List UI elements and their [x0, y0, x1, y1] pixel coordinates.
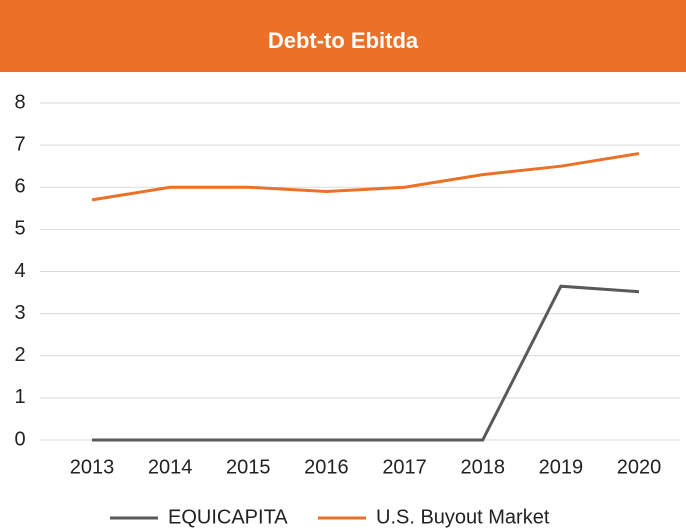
x-tick-label: 2017: [382, 456, 427, 478]
series-line: [91, 152, 640, 202]
y-tick-label: 0: [14, 428, 25, 450]
y-tick-label: 5: [14, 218, 25, 240]
legend-label: U.S. Buyout Market: [376, 506, 550, 528]
x-tick-label: 2018: [460, 456, 505, 478]
y-tick-label: 4: [14, 260, 25, 282]
y-tick-label: 6: [14, 176, 25, 198]
chart-title: Debt-to Ebitda: [268, 28, 419, 53]
y-tick-label: 1: [14, 386, 25, 408]
y-tick-label: 2: [14, 344, 25, 366]
legend-label: EQUICAPITA: [168, 506, 288, 528]
x-tick-label: 2013: [70, 456, 115, 478]
y-tick-label: 7: [14, 133, 25, 155]
x-tick-label: 2020: [617, 456, 662, 478]
series-line: [92, 284, 640, 442]
x-tick-label: 2015: [226, 456, 271, 478]
y-tick-label: 8: [14, 91, 25, 113]
title-banner: [0, 0, 686, 72]
x-tick-label: 2019: [539, 456, 584, 478]
x-tick-label: 2014: [148, 456, 193, 478]
x-tick-label: 2016: [304, 456, 349, 478]
y-tick-label: 3: [14, 302, 25, 324]
